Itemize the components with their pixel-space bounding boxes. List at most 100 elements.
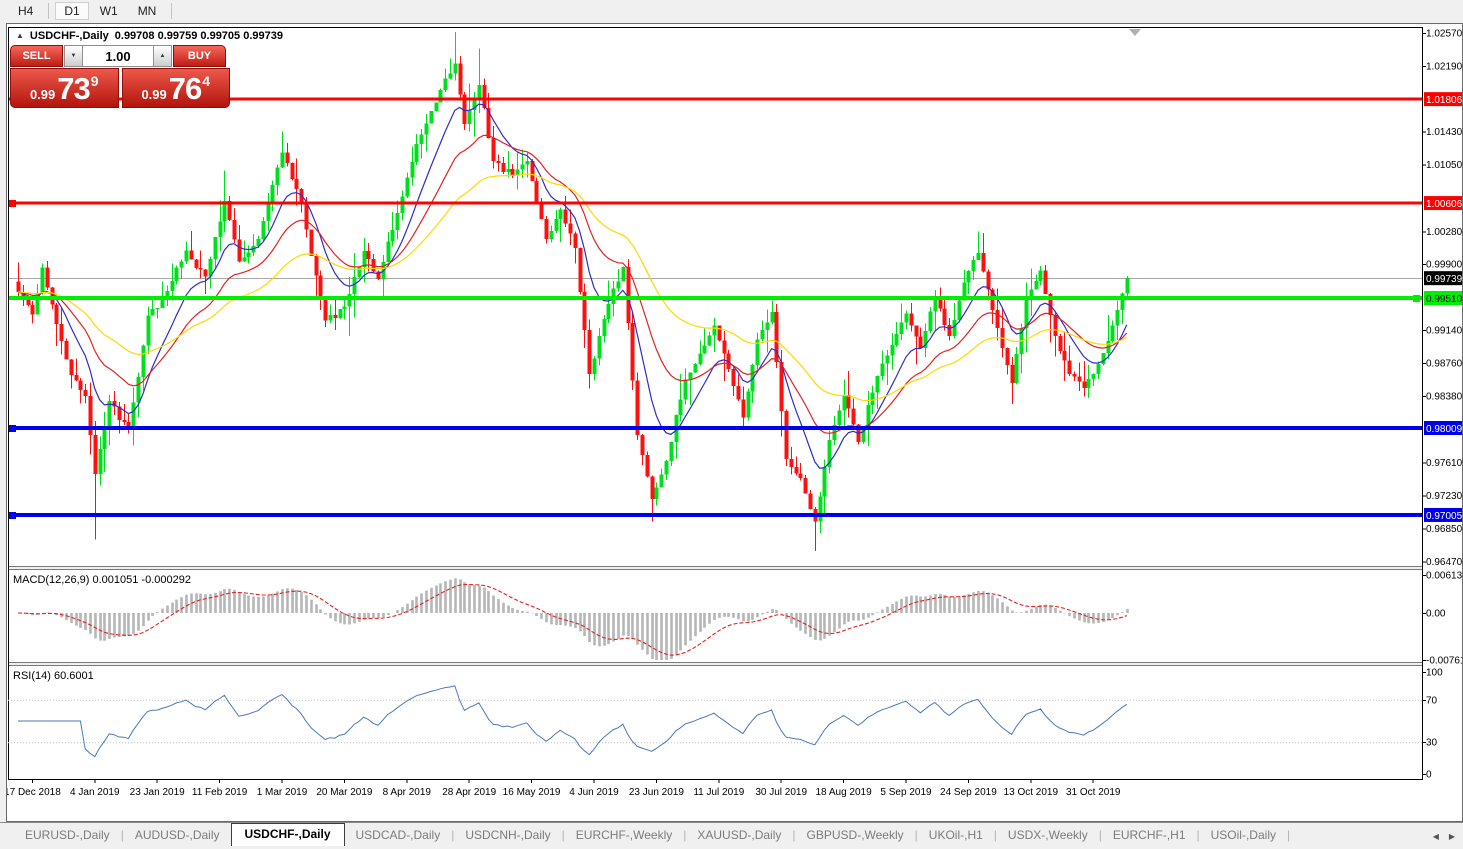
buy-price-big: 76 xyxy=(168,70,202,106)
volume-decrease-button[interactable]: ▼ xyxy=(64,45,83,67)
svg-text:16 May 2019: 16 May 2019 xyxy=(503,787,561,798)
tab-separator: | xyxy=(1196,828,1200,842)
svg-text:20 Mar 2019: 20 Mar 2019 xyxy=(316,787,373,798)
price-chart: MACD(12,26,9) 0.001051 -0.000292 RSI(14) … xyxy=(7,24,1462,820)
chart-tabs-bar: EURUSD-,Daily | AUDUSD-,Daily USDCHF-,Daily… xyxy=(0,822,1463,846)
tab-audusd-daily[interactable]: AUDUSD-,Daily xyxy=(134,828,220,842)
svg-text:0.98760: 0.98760 xyxy=(1426,358,1462,369)
svg-text:-0.007612: -0.007612 xyxy=(1426,656,1462,667)
rsi-indicator xyxy=(8,685,1422,758)
svg-text:0.98009: 0.98009 xyxy=(1426,424,1462,435)
timeframe-button-h4[interactable]: H4 xyxy=(9,2,42,20)
tab-gbpusd-weekly[interactable]: GBPUSD-,Weekly xyxy=(806,828,904,842)
svg-text:13 Oct 2019: 13 Oct 2019 xyxy=(1004,787,1059,798)
tab-separator: | xyxy=(561,828,565,842)
price-axis: 1.02570 1.02190 1.01430 1.01050 1.00280 0.999… xyxy=(1422,28,1462,781)
svg-text:0: 0 xyxy=(1426,770,1432,781)
buy-price-prefix: 0.99 xyxy=(141,86,167,102)
collapse-one-click-icon[interactable]: ▲ xyxy=(16,31,24,40)
tab-usdcnh-daily[interactable]: USDCNH-,Daily xyxy=(465,828,551,842)
hline-0.99510[interactable] xyxy=(8,295,1422,302)
svg-text:0.00613: 0.00613 xyxy=(1426,571,1462,582)
tabs-scroll-left-icon[interactable]: ◀ xyxy=(1432,832,1439,841)
scroll-marker-icon[interactable] xyxy=(1129,29,1141,36)
hline-0.98009[interactable] xyxy=(8,425,1422,432)
sell-price-prefix: 0.99 xyxy=(29,86,56,102)
timeframe-button-d1[interactable]: D1 xyxy=(55,2,89,20)
chart-ohlc-values: 0.99708 0.99759 0.99705 0.99739 xyxy=(114,30,283,42)
tabs-scroll-right-icon[interactable]: ▶ xyxy=(1448,832,1455,841)
tab-eurchf-weekly[interactable]: EURCHF-,Weekly xyxy=(575,828,673,842)
tab-usoil-daily[interactable]: USOil-,Daily xyxy=(1210,828,1276,842)
svg-text:11 Jul 2019: 11 Jul 2019 xyxy=(693,787,744,798)
macd-indicator xyxy=(17,578,1129,660)
svg-text:1.01806: 1.01806 xyxy=(1426,95,1462,106)
svg-text:1.00606: 1.00606 xyxy=(1426,199,1462,210)
svg-text:0.96470: 0.96470 xyxy=(1426,557,1462,568)
svg-text:0.98380: 0.98380 xyxy=(1426,391,1462,402)
toolbar-separator xyxy=(48,3,50,19)
timeframe-toolbar: H4 D1 W1 MN xyxy=(0,0,1463,22)
date-axis: 17 Dec 2018 4 Jan 2019 23 Jan 2019 11 Feb 2… xyxy=(7,780,1121,798)
sell-price-big: 73 xyxy=(57,70,90,106)
svg-text:30 Jul 2019: 30 Jul 2019 xyxy=(755,787,807,798)
svg-text:0.97005: 0.97005 xyxy=(1426,511,1462,522)
one-click-trading-panel: SELL ▼ ▲ BUY 0.99 73 9 0.99 76 4 xyxy=(10,45,230,108)
tab-separator: | xyxy=(1286,828,1291,842)
svg-text:0.99510: 0.99510 xyxy=(1426,294,1462,305)
svg-text:31 Oct 2019: 31 Oct 2019 xyxy=(1066,787,1121,798)
svg-text:0.99900: 0.99900 xyxy=(1426,260,1462,271)
chevron-up-icon: ▲ xyxy=(159,53,166,59)
tab-ukoil-h1[interactable]: UKOil-,H1 xyxy=(928,828,983,842)
svg-text:1.01430: 1.01430 xyxy=(1426,127,1462,138)
timeframe-button-w1[interactable]: W1 xyxy=(91,2,127,20)
tab-usdx-weekly[interactable]: USDX-,Weekly xyxy=(1007,828,1088,842)
tab-separator: | xyxy=(1098,828,1102,842)
svg-text:1.00280: 1.00280 xyxy=(1426,227,1462,238)
moving-average-45 xyxy=(17,173,1128,402)
tab-separator: | xyxy=(451,828,455,842)
hline-1.00606[interactable] xyxy=(8,200,1422,207)
tab-separator: | xyxy=(792,828,796,842)
buy-price-panel[interactable]: 0.99 76 4 xyxy=(121,68,230,108)
tab-eurchf-h1[interactable]: EURCHF-,H1 xyxy=(1112,828,1186,842)
sell-button[interactable]: SELL xyxy=(10,45,63,67)
svg-text:23 Jan 2019: 23 Jan 2019 xyxy=(130,787,185,798)
macd-label: MACD(12,26,9) 0.001051 -0.000292 xyxy=(13,574,191,586)
volume-increase-button[interactable]: ▲ xyxy=(153,45,172,67)
svg-text:28 Apr 2019: 28 Apr 2019 xyxy=(442,787,496,798)
svg-text:1.01050: 1.01050 xyxy=(1426,160,1462,171)
svg-text:0.97230: 0.97230 xyxy=(1426,491,1462,502)
svg-text:1 Mar 2019: 1 Mar 2019 xyxy=(257,787,308,798)
chart-symbol-title: USDCHF-,Daily xyxy=(29,30,109,42)
svg-text:5 Sep 2019: 5 Sep 2019 xyxy=(880,787,932,798)
tab-separator: | xyxy=(120,828,124,842)
svg-text:1.02570: 1.02570 xyxy=(1426,28,1462,39)
tab-separator: | xyxy=(914,828,918,842)
tab-usdcad-daily[interactable]: USDCAD-,Daily xyxy=(355,828,441,842)
moving-average-10 xyxy=(17,103,1128,469)
tab-xauusd-daily[interactable]: XAUUSD-,Daily xyxy=(697,828,782,842)
svg-text:4 Jan 2019: 4 Jan 2019 xyxy=(70,787,120,798)
hline-0.97005[interactable] xyxy=(8,512,1422,519)
sell-price-panel[interactable]: 0.99 73 9 xyxy=(10,68,119,108)
tab-separator: | xyxy=(683,828,687,842)
buy-price-pip: 4 xyxy=(202,73,211,89)
volume-input[interactable] xyxy=(83,45,153,67)
rsi-label: RSI(14) 60.6001 xyxy=(13,670,94,682)
svg-text:0.99739: 0.99739 xyxy=(1426,274,1462,285)
moving-average-22 xyxy=(17,134,1128,434)
svg-text:11 Feb 2019: 11 Feb 2019 xyxy=(192,787,248,798)
svg-text:18 Aug 2019: 18 Aug 2019 xyxy=(816,787,873,798)
candlesticks xyxy=(16,32,1130,551)
svg-text:17 Dec 2018: 17 Dec 2018 xyxy=(7,787,61,798)
svg-text:0.97610: 0.97610 xyxy=(1426,458,1462,469)
buy-button[interactable]: BUY xyxy=(173,45,226,67)
tab-usdchf-daily[interactable]: USDCHF-,Daily xyxy=(230,823,345,846)
tab-eurusd-daily[interactable]: EURUSD-,Daily xyxy=(25,828,110,842)
svg-text:1.02190: 1.02190 xyxy=(1426,61,1462,72)
svg-text:100: 100 xyxy=(1426,668,1443,679)
chart-title-row: ▲ USDCHF-,Daily 0.99708 0.99759 0.99705 … xyxy=(16,30,283,42)
timeframe-button-mn[interactable]: MN xyxy=(129,2,166,20)
